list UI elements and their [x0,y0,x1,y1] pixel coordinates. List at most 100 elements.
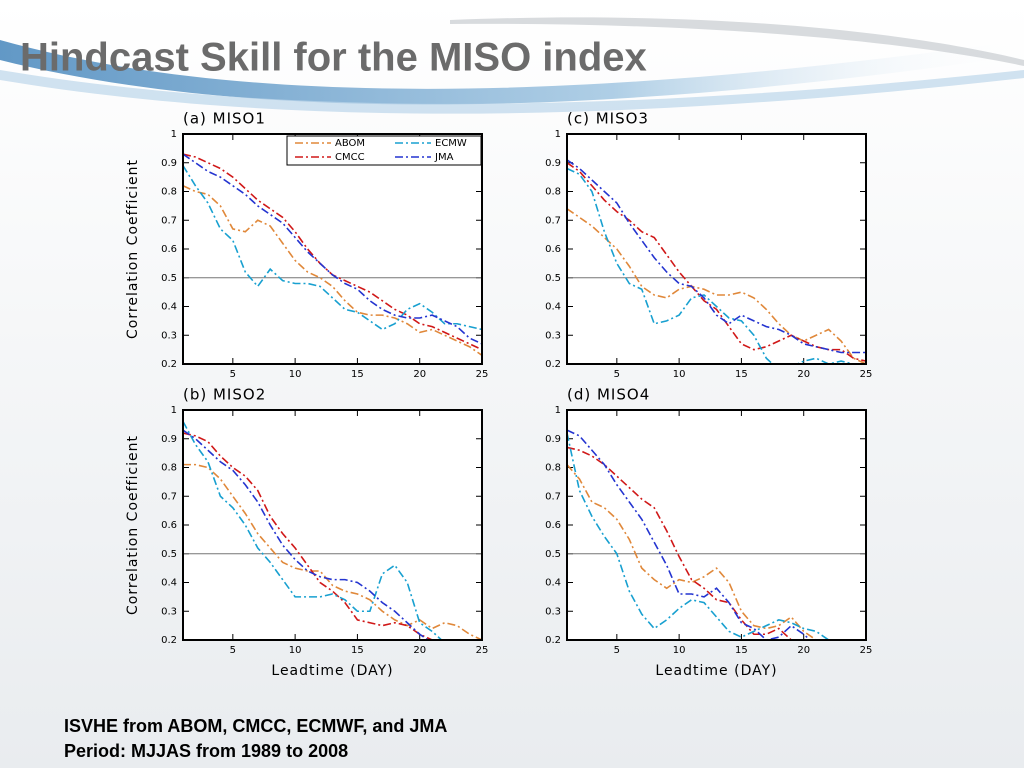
x-tick-label: 10 [673,645,686,656]
panel-title: (b) MISO2 [183,386,266,404]
line-series [183,463,482,640]
panel-title: (d) MISO4 [567,386,650,404]
y-tick-label: 0.7 [545,491,561,502]
y-tick-label: 0.4 [545,302,561,313]
y-tick-label: 1 [171,405,177,416]
x-tick-label: 25 [860,369,873,380]
x-tick-label: 25 [476,645,489,656]
y-tick-label: 0.9 [545,434,561,445]
y-tick-label: 0.8 [545,463,561,474]
x-tick-label: 20 [413,645,426,656]
x-tick-label: 10 [673,369,686,380]
x-tick-label: 15 [735,369,748,380]
y-axis-label: Correlation Coefficient [125,159,141,339]
legend-label: ECMW [435,138,467,149]
line-series [567,167,858,364]
y-tick-label: 1 [171,129,177,140]
y-axis-label: Correlation Coefficient [125,435,141,615]
y-tick-label: 0.2 [545,635,561,646]
legend-label: ABOM [335,138,365,149]
slide-title: Hindcast Skill for the MISO index [20,36,647,80]
plot-frame [566,409,867,641]
y-tick-label: 0.3 [161,606,177,617]
plot-frame [182,133,483,365]
footer-line: ISVHE from ABOM, CMCC, ECMWF, and JMA [64,716,447,736]
y-tick-label: 0.3 [161,330,177,341]
line-series [183,421,443,640]
y-tick-label: 0.5 [545,549,561,560]
x-tick-label: 5 [230,369,236,380]
line-series [183,185,482,357]
x-tick-label: 5 [230,645,236,656]
line-series [183,165,482,331]
panel-title: (a) MISO1 [183,110,266,128]
legend-label: JMA [434,152,454,163]
plot-frame [566,133,867,365]
footer-line: Period: MJJAS from 1989 to 2008 [64,741,348,761]
y-tick-label: 0.6 [545,520,561,531]
x-tick-label: 10 [289,369,302,380]
line-series [567,208,866,364]
swoosh [0,40,1024,105]
y-tick-label: 0.3 [545,330,561,341]
y-tick-label: 0.5 [545,273,561,284]
y-tick-label: 0.5 [161,549,177,560]
x-tick-label: 20 [413,369,426,380]
y-tick-label: 0.6 [545,244,561,255]
swoosh [450,17,1024,66]
plot-area [567,410,866,640]
y-tick-label: 0.9 [161,434,177,445]
x-tick-label: 25 [476,369,489,380]
y-tick-label: 0.9 [545,158,561,169]
y-tick-label: 1 [555,405,561,416]
y-tick-label: 0.2 [545,359,561,370]
plot-area [567,134,866,364]
y-tick-label: 0.7 [545,215,561,226]
x-tick-label: 25 [860,645,873,656]
y-tick-label: 0.8 [161,463,177,474]
y-tick-label: 0.7 [161,491,177,502]
y-tick-label: 0.4 [161,578,177,589]
line-series [567,159,866,354]
panel-title: (c) MISO3 [567,110,649,128]
line-series [183,429,430,640]
line-series [567,432,831,640]
x-tick-label: 5 [614,369,620,380]
x-tick-label: 20 [797,369,810,380]
line-series [567,464,819,640]
legend-box [286,135,482,166]
x-tick-label: 20 [797,645,810,656]
line-series [567,162,866,362]
y-tick-label: 0.4 [545,578,561,589]
y-tick-label: 0.9 [161,158,177,169]
y-tick-label: 0.8 [161,187,177,198]
y-tick-label: 0.8 [545,187,561,198]
y-tick-label: 1 [555,129,561,140]
plot-area [183,410,482,640]
x-tick-label: 15 [351,645,364,656]
x-tick-label: 15 [735,645,748,656]
plot-area [183,134,482,364]
x-tick-label: 15 [351,369,364,380]
y-tick-label: 0.2 [161,635,177,646]
y-tick-label: 0.6 [161,244,177,255]
legend-label: CMCC [335,152,365,163]
line-series [567,446,806,640]
x-axis-label: Leadtime (DAY) [271,663,393,679]
legend: ABOM CMCC ECMW JMA [286,135,482,166]
x-tick-label: 5 [614,645,620,656]
y-tick-label: 0.7 [161,215,177,226]
x-axis-label: Leadtime (DAY) [655,663,777,679]
y-tick-label: 0.3 [545,606,561,617]
line-series [183,153,482,345]
swoosh [0,70,1024,114]
y-tick-label: 0.2 [161,359,177,370]
y-tick-label: 0.6 [161,520,177,531]
line-series [567,429,812,640]
